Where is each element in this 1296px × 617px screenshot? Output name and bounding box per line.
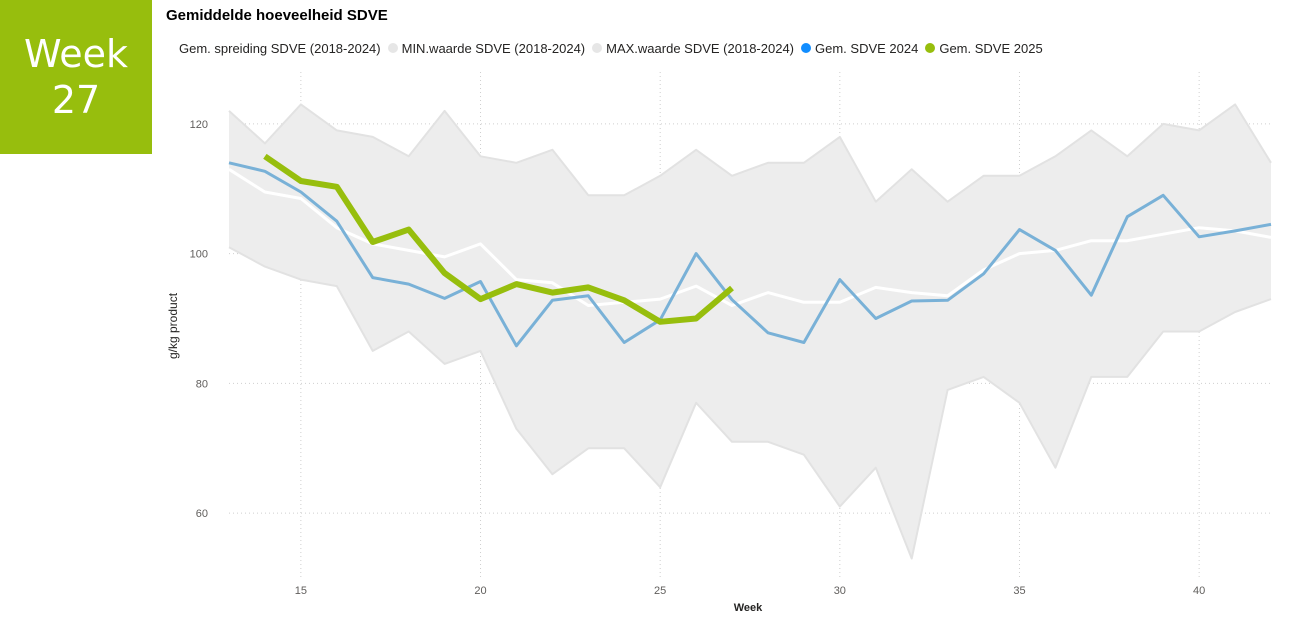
series-lines — [228, 103, 1272, 560]
legend-item-2025[interactable]: Gem. SDVE 2025 — [925, 40, 1043, 56]
legend: Gem. spreiding SDVE (2018-2024) MIN.waar… — [179, 39, 1050, 57]
y-tick-label: 120 — [190, 119, 208, 131]
week-badge-label: Week — [23, 32, 129, 76]
legend-label-min: MIN.waarde SDVE (2018-2024) — [401, 40, 586, 56]
week-badge-number: 27 — [51, 78, 101, 122]
legend-item-2024[interactable]: Gem. SDVE 2024 — [801, 41, 918, 56]
x-tick-label: 30 — [834, 585, 846, 597]
range-band — [229, 104, 1271, 559]
x-tick-label: 35 — [1013, 585, 1025, 597]
x-axis-title: Week — [734, 602, 763, 614]
legend-marker-2025 — [925, 43, 936, 53]
series-line-spreiding — [228, 168, 1272, 307]
legend-label-spreiding: Gem. spreiding SDVE (2018-2024) — [179, 40, 381, 56]
chart-title: Gemiddelde hoeveelheid SDVE — [166, 7, 388, 24]
series-line-min — [228, 246, 1272, 560]
y-tick-label: 80 — [196, 378, 208, 390]
legend-item-max[interactable]: MAX.waarde SDVE (2018-2024) — [592, 41, 794, 56]
legend-label-2024: Gem. SDVE 2024 — [815, 40, 919, 56]
legend-marker-max — [592, 43, 603, 53]
legend-marker-2024 — [801, 43, 812, 53]
min-max-band — [229, 104, 1271, 559]
series-line-2024 — [228, 161, 1272, 348]
y-tick-label: 60 — [196, 508, 208, 520]
legend-label-max: MAX.waarde SDVE (2018-2024) — [606, 40, 795, 56]
legend-item-min[interactable]: MIN.waarde SDVE (2018-2024) — [387, 40, 586, 56]
x-tick-label: 15 — [295, 585, 307, 597]
x-tick-label: 20 — [474, 585, 486, 597]
axis-ticks: 60 80 100 120 15 20 25 30 35 40 — [190, 119, 1206, 597]
legend-marker-min — [387, 43, 398, 53]
legend-label-2025: Gem. SDVE 2025 — [939, 40, 1043, 56]
y-tick-label: 100 — [190, 249, 208, 261]
x-tick-label: 25 — [654, 585, 666, 597]
x-tick-label: 40 — [1193, 585, 1205, 597]
series-line-max — [228, 103, 1272, 203]
y-axis-title: g/kg product — [166, 292, 180, 359]
legend-item-spreiding[interactable]: Gem. spreiding SDVE (2018-2024) — [179, 41, 381, 56]
series-line-2025 — [263, 153, 734, 325]
week-badge: Week 27 — [0, 0, 152, 154]
